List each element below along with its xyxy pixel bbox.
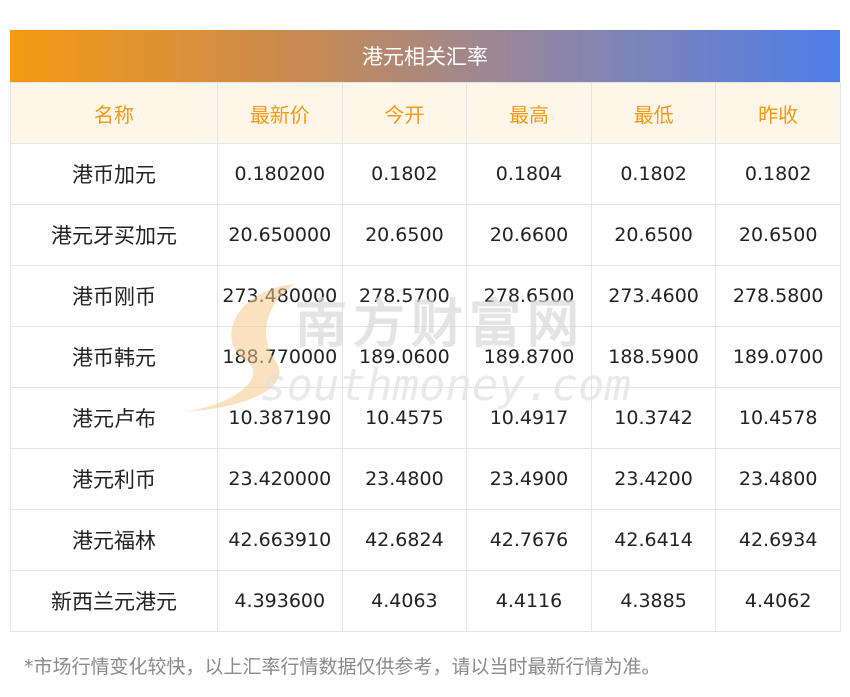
table-row: 港元利币 23.420000 23.4800 23.4900 23.4200 2… — [10, 448, 841, 510]
prev-close-price: 42.6934 — [715, 509, 841, 571]
column-header-prev-close: 昨收 — [715, 82, 841, 144]
latest-price: 0.180200 — [217, 143, 343, 205]
high-price: 278.6500 — [466, 265, 592, 327]
table-title: 港元相关汇率 — [362, 45, 488, 69]
currency-pair-name: 港元牙买加元 — [10, 204, 218, 266]
currency-pair-name: 港元福林 — [10, 509, 218, 571]
high-price: 189.8700 — [466, 326, 592, 388]
prev-close-price: 4.4062 — [715, 570, 841, 632]
high-price: 0.1804 — [466, 143, 592, 205]
open-price: 42.6824 — [341, 509, 468, 571]
open-price: 278.5700 — [341, 265, 468, 327]
low-price: 4.3885 — [590, 570, 717, 632]
table-header-row: 名称 最新价 今开 最高 最低 昨收 — [10, 82, 841, 144]
open-price: 0.1802 — [341, 143, 468, 205]
latest-price: 273.480000 — [217, 265, 343, 327]
exchange-rate-table: 名称 最新价 今开 最高 最低 昨收 港币加元 0.180200 0.1802 … — [10, 82, 841, 632]
low-price: 20.6500 — [590, 204, 717, 266]
column-header-high: 最高 — [466, 82, 592, 144]
table-row: 港元福林 42.663910 42.6824 42.7676 42.6414 4… — [10, 509, 841, 571]
currency-pair-name: 港元利币 — [10, 448, 218, 510]
high-price: 10.4917 — [466, 387, 592, 449]
open-price: 10.4575 — [341, 387, 468, 449]
column-header-open: 今开 — [341, 82, 468, 144]
open-price: 23.4800 — [341, 448, 468, 510]
table-row: 港元牙买加元 20.650000 20.6500 20.6600 20.6500… — [10, 204, 841, 266]
latest-price: 10.387190 — [217, 387, 343, 449]
column-header-latest: 最新价 — [217, 82, 343, 144]
open-price: 20.6500 — [341, 204, 468, 266]
table-row: 港币加元 0.180200 0.1802 0.1804 0.1802 0.180… — [10, 143, 841, 205]
prev-close-price: 0.1802 — [715, 143, 841, 205]
high-price: 20.6600 — [466, 204, 592, 266]
latest-price: 4.393600 — [217, 570, 343, 632]
disclaimer-footnote: *市场行情变化较快，以上汇率行情数据仅供参考，请以当时最新行情为准。 — [24, 656, 661, 678]
high-price: 23.4900 — [466, 448, 592, 510]
currency-pair-name: 港币加元 — [10, 143, 218, 205]
low-price: 10.3742 — [590, 387, 717, 449]
column-header-name: 名称 — [10, 82, 218, 144]
low-price: 273.4600 — [590, 265, 717, 327]
currency-pair-name: 港元卢布 — [10, 387, 218, 449]
prev-close-price: 189.0700 — [715, 326, 841, 388]
open-price: 4.4063 — [341, 570, 468, 632]
latest-price: 188.770000 — [217, 326, 343, 388]
low-price: 0.1802 — [590, 143, 717, 205]
open-price: 189.0600 — [341, 326, 468, 388]
table-row: 港币刚币 273.480000 278.5700 278.6500 273.46… — [10, 265, 841, 327]
currency-pair-name: 港币韩元 — [10, 326, 218, 388]
low-price: 23.4200 — [590, 448, 717, 510]
currency-pair-name: 新西兰元港元 — [10, 570, 218, 632]
column-header-low: 最低 — [590, 82, 717, 144]
prev-close-price: 10.4578 — [715, 387, 841, 449]
low-price: 188.5900 — [590, 326, 717, 388]
latest-price: 42.663910 — [217, 509, 343, 571]
table-row: 新西兰元港元 4.393600 4.4063 4.4116 4.3885 4.4… — [10, 570, 841, 632]
table-title-bar: 港元相关汇率 — [10, 30, 840, 82]
table-row: 港元卢布 10.387190 10.4575 10.4917 10.3742 1… — [10, 387, 841, 449]
latest-price: 23.420000 — [217, 448, 343, 510]
low-price: 42.6414 — [590, 509, 717, 571]
currency-pair-name: 港币刚币 — [10, 265, 218, 327]
prev-close-price: 23.4800 — [715, 448, 841, 510]
prev-close-price: 20.6500 — [715, 204, 841, 266]
latest-price: 20.650000 — [217, 204, 343, 266]
high-price: 4.4116 — [466, 570, 592, 632]
high-price: 42.7676 — [466, 509, 592, 571]
table-row: 港币韩元 188.770000 189.0600 189.8700 188.59… — [10, 326, 841, 388]
prev-close-price: 278.5800 — [715, 265, 841, 327]
